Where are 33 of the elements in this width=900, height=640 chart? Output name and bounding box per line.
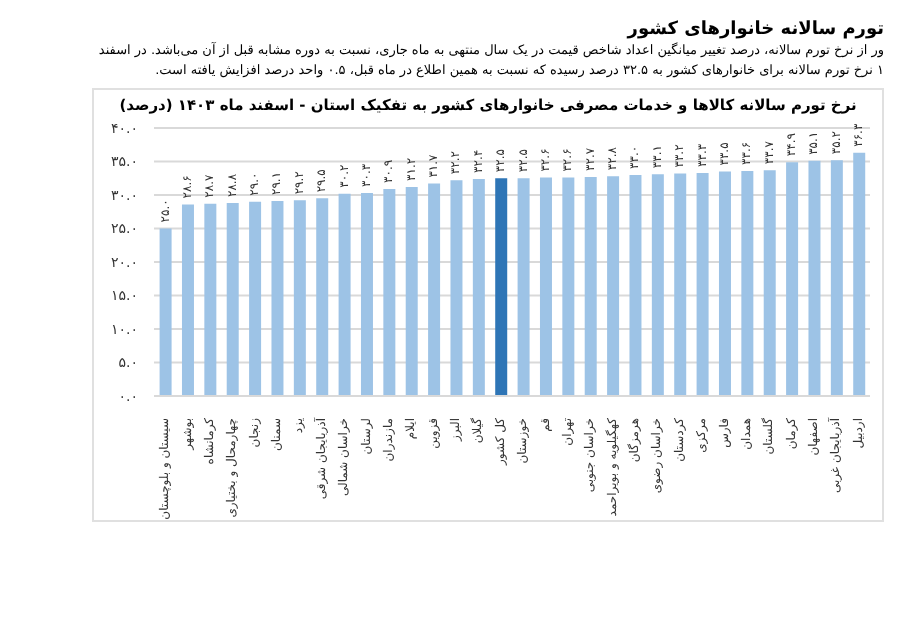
text: تورم سالانه خانوارهای کشور (624, 20, 884, 40)
bar (741, 170, 754, 396)
bar (853, 152, 866, 396)
bar (651, 174, 664, 396)
bar (786, 162, 799, 396)
bar (249, 201, 262, 396)
bar (159, 228, 172, 396)
bar (763, 170, 776, 396)
bar (584, 176, 597, 396)
bar (674, 173, 687, 396)
bar (472, 178, 485, 396)
bar (360, 192, 373, 396)
bar (830, 160, 843, 396)
bar (517, 178, 530, 396)
bar (181, 204, 194, 396)
bar (629, 174, 642, 396)
bar (226, 203, 239, 396)
bar (405, 186, 418, 396)
bar (539, 177, 552, 396)
bar (718, 171, 731, 396)
bar (495, 178, 508, 396)
bar (338, 193, 351, 396)
bar (316, 198, 329, 396)
bar (428, 183, 441, 396)
bar (562, 177, 575, 396)
bar (607, 176, 620, 396)
bar (696, 172, 709, 396)
bar (204, 203, 217, 396)
bar (808, 160, 821, 396)
bar (383, 188, 396, 396)
bar (293, 200, 306, 396)
bar (271, 201, 284, 396)
bar (450, 180, 463, 396)
